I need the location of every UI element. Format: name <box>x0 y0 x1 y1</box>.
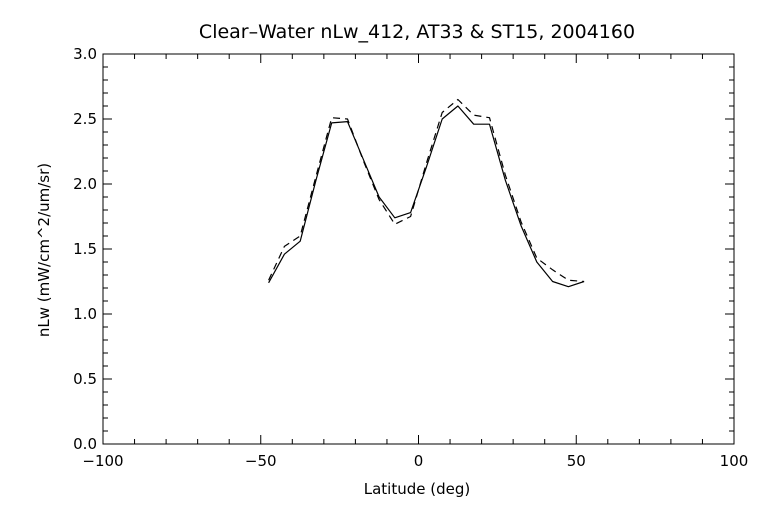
plot-border <box>102 53 735 445</box>
x-tick-label: 100 <box>720 452 749 470</box>
y-tick-label: 0.0 <box>73 435 97 453</box>
plot-frame <box>102 53 735 445</box>
y-axis: 0.0 0.5 1.0 1.5 2.0 2.5 3.0 <box>73 45 734 453</box>
y-tick-label: 3.0 <box>73 45 97 63</box>
y-tick-label: 0.5 <box>73 370 97 388</box>
series-line-dashed <box>268 98 585 283</box>
series-line-solid <box>268 105 585 288</box>
x-tick-label: 50 <box>567 452 586 470</box>
x-tick-label: −50 <box>245 452 277 470</box>
x-axis: −100 −50 0 50 100 <box>82 54 748 470</box>
chart-title: Clear–Water nLw_412, AT33 & ST15, 200416… <box>199 21 635 43</box>
x-tick-label: 0 <box>414 452 424 470</box>
y-axis-label: nLw (mW/cm^2/um/sr) <box>35 163 53 337</box>
y-tick-label: 1.5 <box>73 240 97 258</box>
y-tick-label: 2.0 <box>73 175 97 193</box>
y-tick-label: 2.5 <box>73 110 97 128</box>
y-tick-label: 1.0 <box>73 305 97 323</box>
x-axis-label: Latitude (deg) <box>364 480 470 498</box>
series-layer <box>268 98 585 288</box>
x-tick-label: −100 <box>82 452 123 470</box>
